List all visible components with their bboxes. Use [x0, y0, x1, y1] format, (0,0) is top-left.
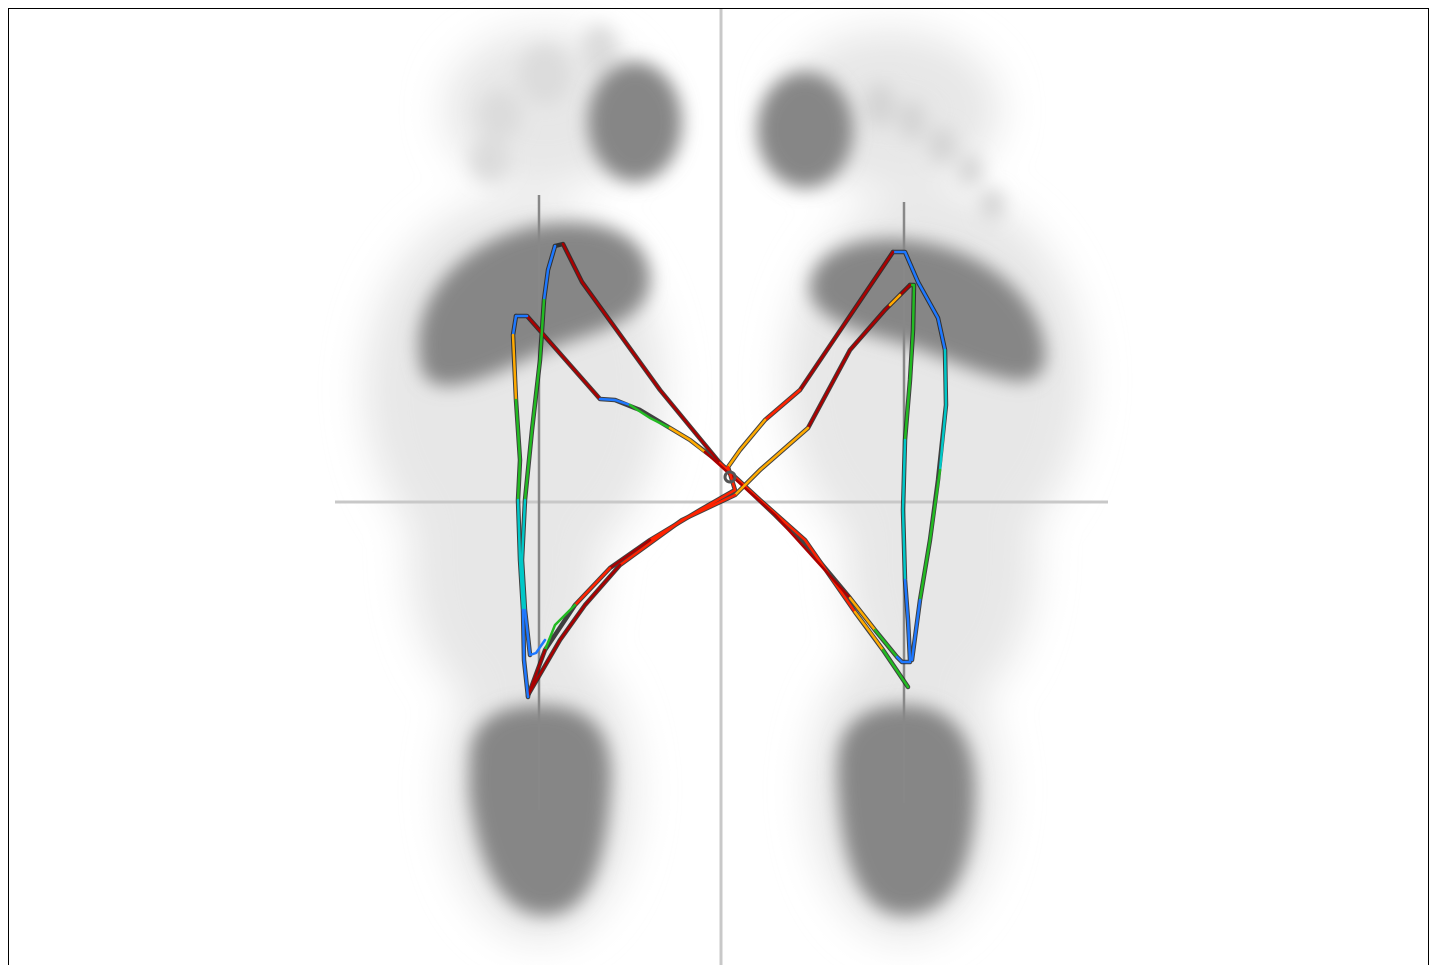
trace-rl-high [763, 388, 802, 422]
trace-rl2-mid-high-2 [888, 293, 902, 307]
right-medial-trace-mid [903, 283, 916, 442]
trace-segment-mid-3 [873, 628, 899, 659]
trace-rl-peak-2 [608, 538, 652, 570]
trace-segment-low-2 [895, 655, 912, 664]
right-medial-trace-low [903, 578, 912, 662]
left-medial-trace-low [511, 314, 529, 337]
right-big-toe [757, 72, 853, 188]
trace-segment-mid [881, 648, 910, 689]
left-lateral-trace-mid [523, 298, 546, 502]
right-small-toes [864, 83, 1004, 221]
right-forefoot [810, 239, 1046, 382]
left-medial-trace-cyan [516, 498, 525, 612]
trace-rl2-high [618, 493, 737, 567]
right-foot-print [757, 30, 1085, 940]
trace-rl2-peak-2 [526, 563, 622, 697]
left-medial-trace-low-2 [521, 608, 530, 699]
cop-center-marker [723, 470, 737, 484]
trace-rl-mid [543, 603, 577, 652]
cop-trace-left-to-right [525, 242, 912, 689]
cop-trace-right-foot-stance [891, 250, 948, 662]
left-lateral-trace-cyan [520, 498, 527, 612]
left-lateral-trace-low-2 [523, 608, 547, 657]
right-medial-trace-cyan [901, 438, 907, 582]
trace-segment-mid-2 [628, 403, 672, 430]
right-heel [837, 705, 975, 915]
trace-segment-mid-high-3 [848, 596, 877, 632]
left-foot-print [365, 25, 682, 940]
trace-segment-mid-high [853, 610, 885, 652]
right-lateral-trace-low-2 [910, 598, 922, 662]
right-lateral-trace-mid [918, 468, 942, 602]
right-lateral-trace-low [891, 250, 947, 352]
left-small-toes [470, 25, 618, 182]
trace-segment-peak [561, 242, 722, 465]
trace-rl2-mid-high [733, 426, 810, 497]
trace-segment-low [598, 397, 632, 407]
cop-trace-right-to-left [526, 250, 912, 698]
trace-segment-mid-high-2 [668, 426, 707, 454]
left-medial-trace-mid-high [511, 333, 518, 402]
trace-rl-high-3 [573, 566, 612, 607]
right-lateral-trace-cyan [938, 348, 948, 472]
trace-rl-mid-high [726, 418, 767, 469]
trace-segment-peak-2 [525, 314, 602, 401]
left-medial-trace-mid [514, 398, 522, 502]
cop-trace-left-foot-stance [511, 244, 557, 699]
left-big-toe [588, 62, 682, 182]
left-forefoot [418, 222, 650, 386]
left-lateral-trace-low [542, 244, 557, 302]
trace-rl-peak [798, 250, 895, 392]
